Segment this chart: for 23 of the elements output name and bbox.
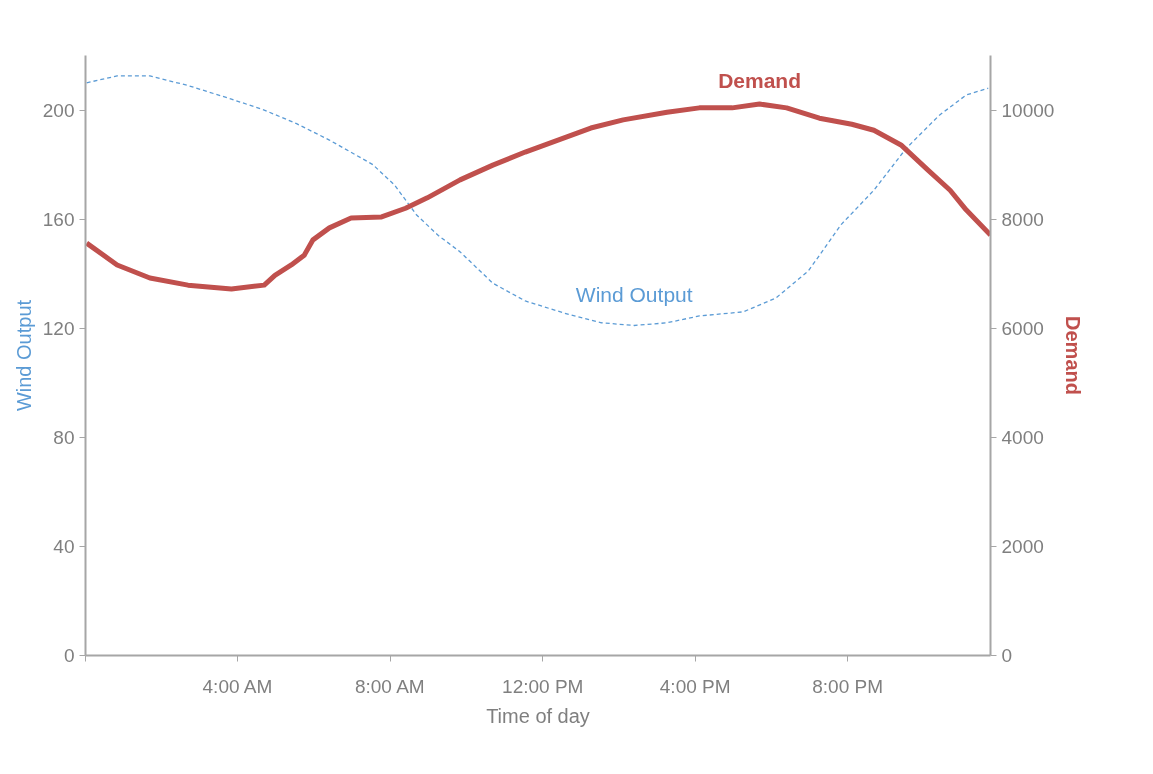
x-tick-label: 12:00 PM xyxy=(502,675,584,697)
y-tick-label: 200 xyxy=(42,99,75,121)
y-tick-label: 160 xyxy=(42,208,75,230)
x-tick-label: 8:00 PM xyxy=(812,675,883,697)
y2-axis-title: Demand xyxy=(1062,316,1085,395)
y2-tick-label: 6000 xyxy=(1001,317,1044,339)
y-tick-label: 40 xyxy=(53,535,75,557)
line-series xyxy=(85,75,989,327)
x-tick-label: 4:00 AM xyxy=(202,675,273,697)
series-label: Demand xyxy=(718,69,802,93)
y2-tick-label: 2000 xyxy=(1001,535,1044,557)
y-tick-label: 80 xyxy=(53,426,75,448)
y2-tick-label: 0 xyxy=(1001,645,1013,666)
x-tick-label: 4:00 PM xyxy=(659,675,731,697)
y-tick-label: 0 xyxy=(63,645,75,666)
x-axis-title: Time of day xyxy=(486,704,590,727)
y2-tick-label: 10000 xyxy=(1001,99,1055,121)
y2-tick-label: 8000 xyxy=(1001,208,1044,230)
y2-tick-label: 4000 xyxy=(1001,426,1044,448)
y-tick-label: 120 xyxy=(42,317,75,339)
series-label: Wind Output xyxy=(575,282,693,306)
x-tick-label: 8:00 AM xyxy=(354,675,425,697)
y-axis-title: Wind Output xyxy=(12,299,35,412)
